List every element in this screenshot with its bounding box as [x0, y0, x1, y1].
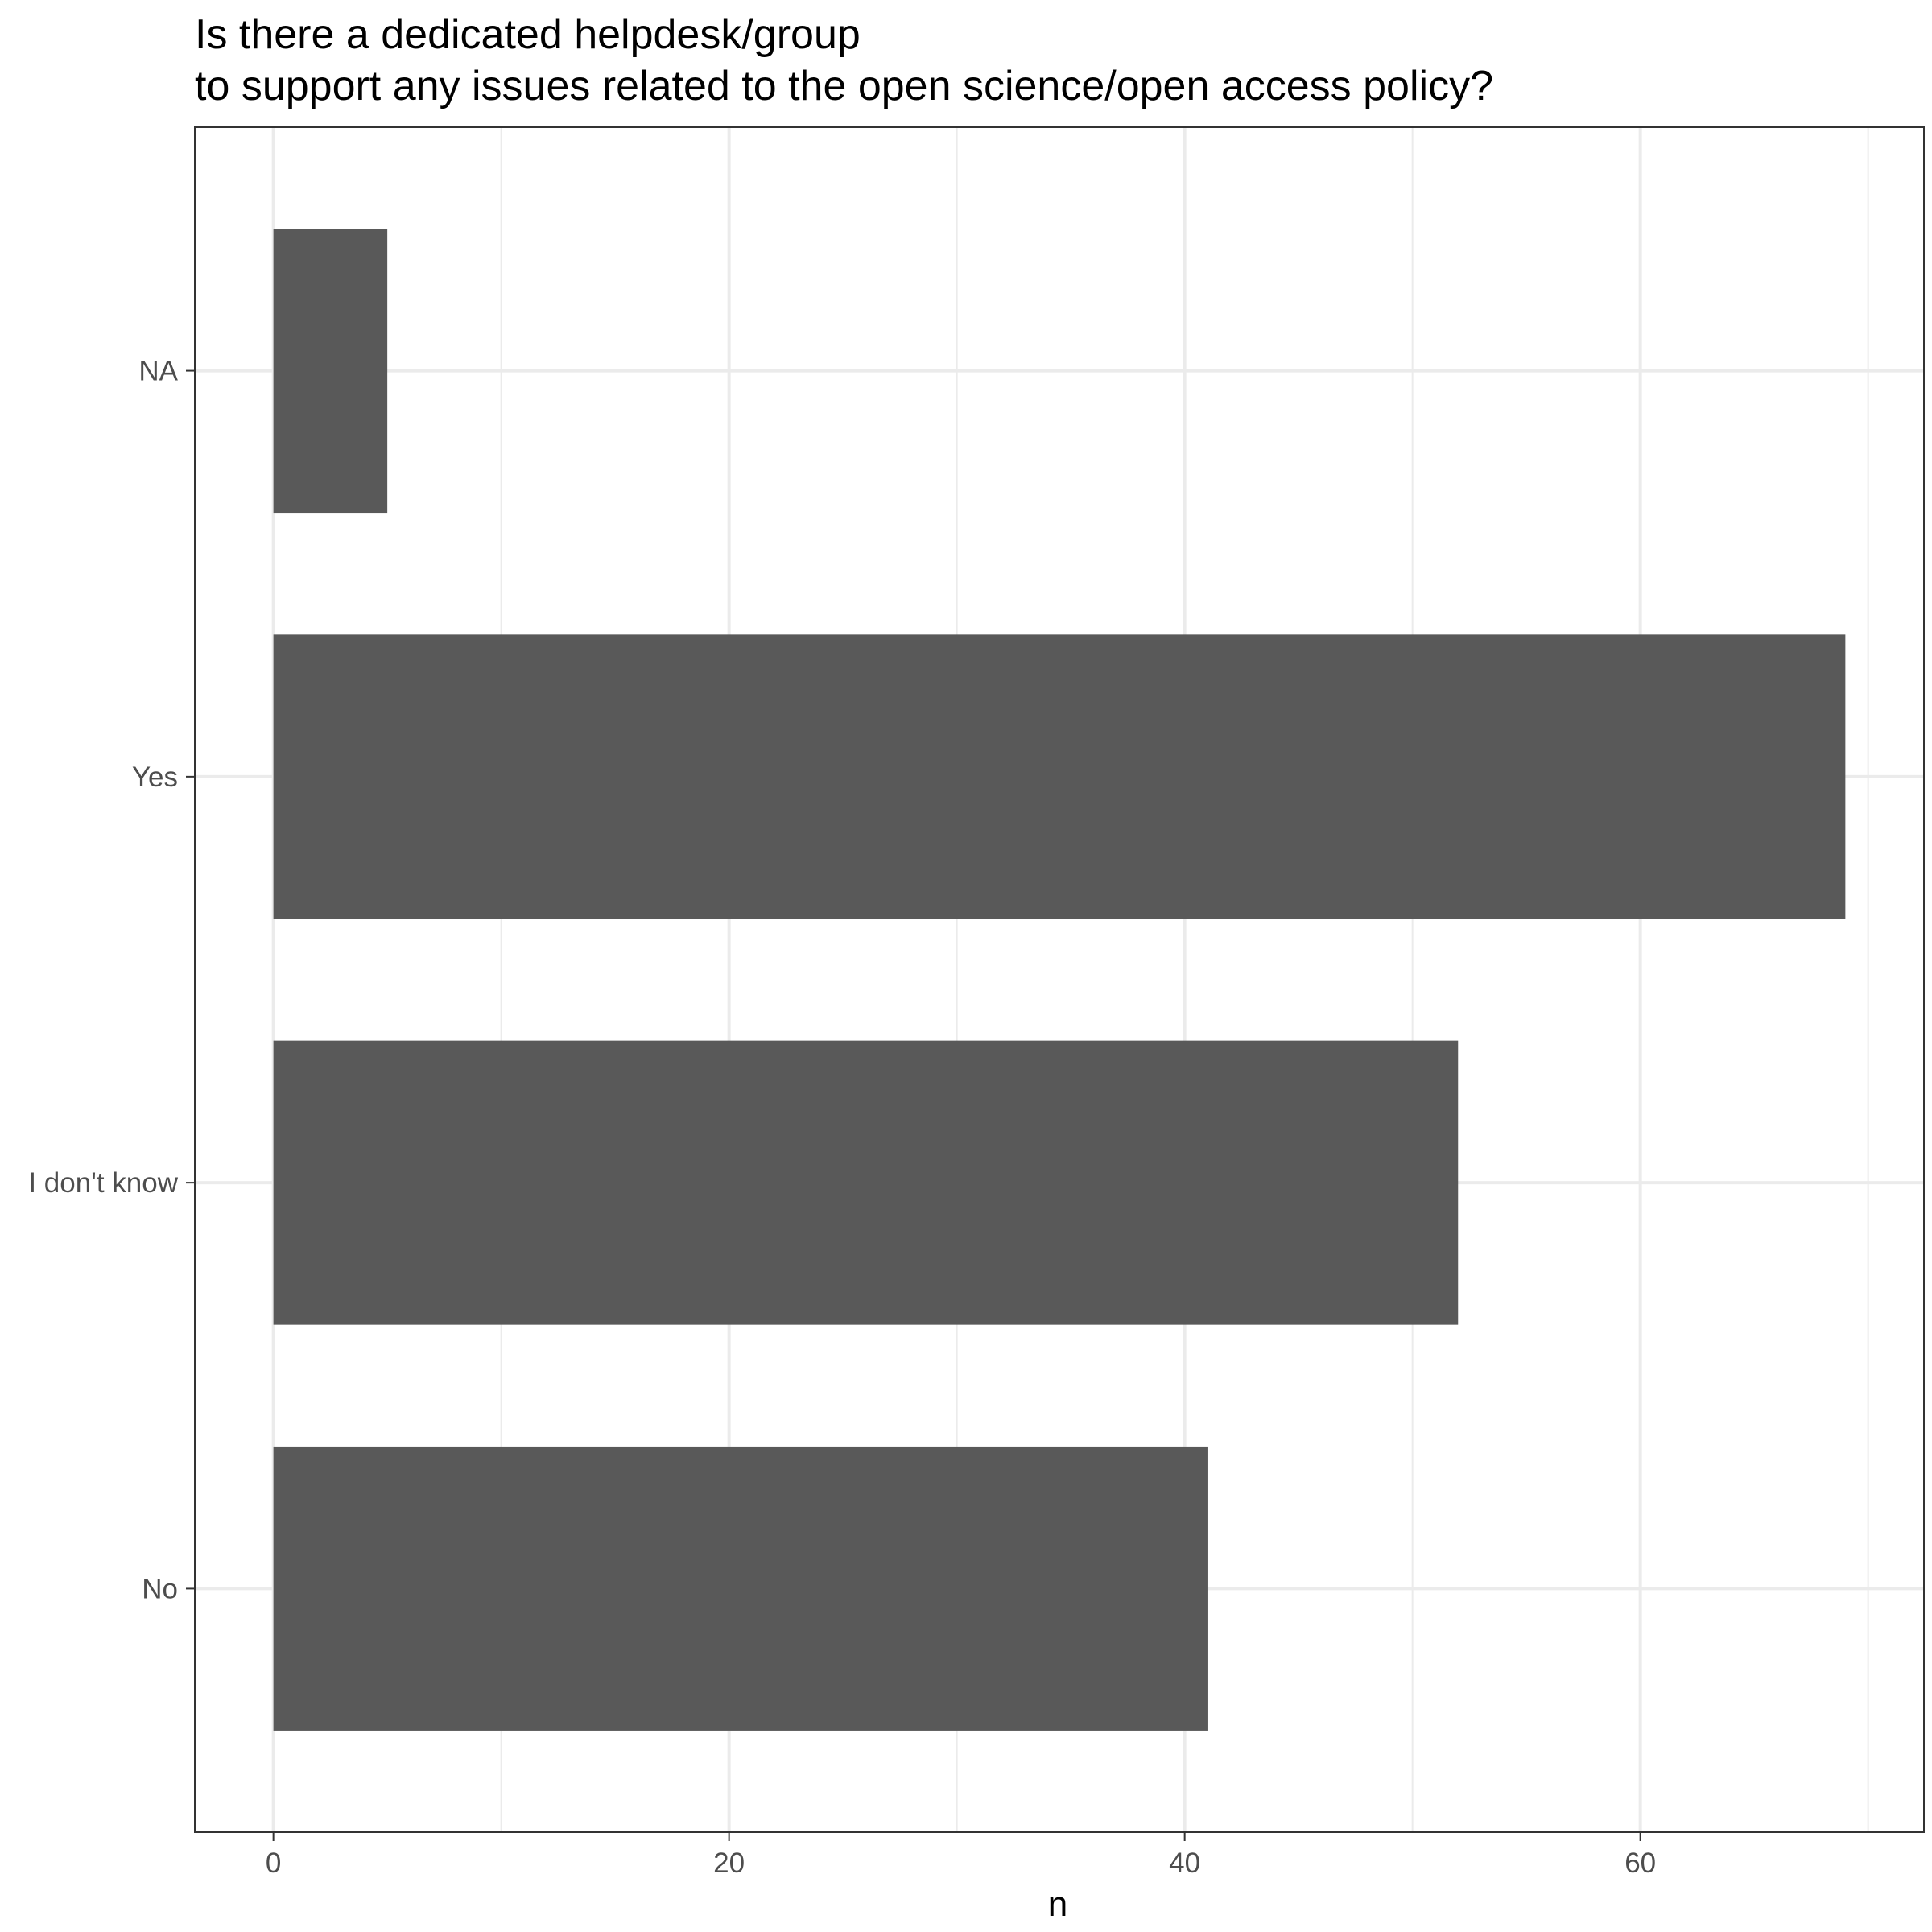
axes: 0 20 40 60 No I don't know Yes NA	[28, 356, 1656, 1879]
x-tick-label: 40	[1169, 1847, 1200, 1879]
bar-yes	[273, 634, 1846, 919]
bar-no	[273, 1446, 1208, 1731]
y-tick-label: I don't know	[28, 1167, 178, 1199]
y-tick-label: Yes	[132, 762, 178, 793]
x-axis-title: n	[1048, 1885, 1067, 1924]
chart-title-line-2: to support any issues related to the ope…	[195, 63, 1493, 109]
bars	[273, 229, 1846, 1731]
panel-border	[194, 126, 1925, 1833]
y-tick-label: NA	[138, 356, 178, 387]
chart-title-line-1: Is there a dedicated helpdesk/group	[195, 11, 861, 58]
y-tick-label: No	[142, 1573, 178, 1604]
x-tick-label: 20	[713, 1847, 745, 1879]
bar-i-don-t-know	[273, 1040, 1459, 1325]
x-tick-label: 60	[1624, 1847, 1656, 1879]
x-tick-label: 0	[266, 1847, 281, 1879]
bar-na	[273, 229, 388, 514]
